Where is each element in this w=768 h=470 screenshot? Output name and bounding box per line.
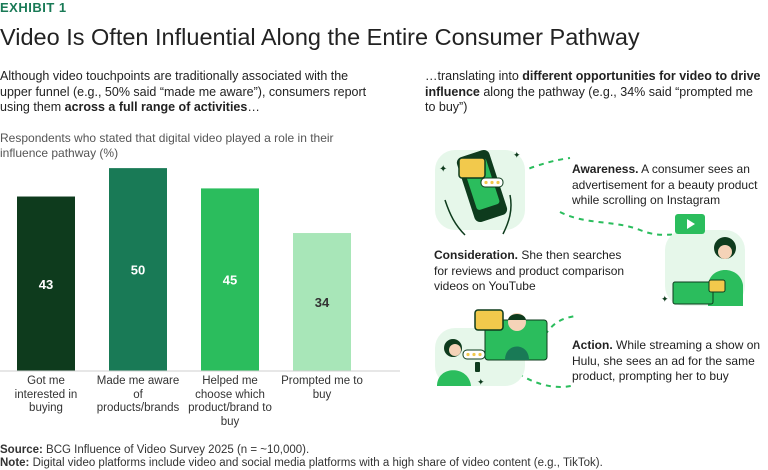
bar-value-label-4: 34 [315,295,330,310]
laptop-scene-icon: ✦ [661,214,745,306]
category-label-3: Helped me choose which product/brand to … [188,375,272,428]
left-intro-part2: … [247,100,260,114]
left-intro-text: Although video touchpoints are tradition… [0,69,380,116]
bar-chart: 43 50 45 34 [0,168,400,372]
path-action-upper [544,315,576,336]
left-intro-part1: Although video touchpoints are tradition… [0,69,367,114]
path-awareness [519,157,571,173]
page-title: Video Is Often Influential Along the Ent… [0,24,640,50]
step-action: Action. While streaming a show on Hulu, … [572,338,768,385]
svg-text:✦: ✦ [477,378,485,388]
step-awareness-text: A consumer sees an advertisement for a b… [572,162,758,207]
svg-text:✦: ✦ [439,164,447,175]
left-intro-bold: across a full range of activities [64,100,248,114]
bar-4 [293,233,351,371]
note-label: Note: [0,457,30,469]
step-action-title: Action. [572,338,613,352]
category-label-2: Made me aware of products/brands [96,375,180,414]
bars-group: 43 50 45 34 [17,168,351,371]
chart-subtitle: Respondents who stated that digital vide… [0,131,334,160]
step-consideration: Consideration. She then searches for rev… [434,248,634,295]
footer-source: Source: BCG Influence of Video Survey 20… [0,444,309,456]
bar-value-label-1: 43 [39,277,53,292]
bar-value-label-2: 50 [131,263,145,278]
right-intro-part2: along the pathway (e.g., 34% said “promp… [425,84,753,115]
source-label: Source: [0,444,43,456]
category-label-1: Got me interested in buying [14,375,78,414]
step-awareness-title: Awareness. [572,162,639,176]
exhibit-label: EXHIBIT 1 [0,0,67,15]
step-consideration-text: She then searches for reviews and produc… [434,248,625,293]
svg-text:✦: ✦ [513,151,521,161]
footer-note: Note: Digital video platforms include vi… [0,457,603,469]
bar-value-label-3: 45 [223,273,237,288]
right-intro-part1: …translating into [425,69,523,83]
category-label-4: Prompted me to buy [281,375,363,401]
bar-3 [201,188,259,371]
path-consideration [559,211,688,239]
phone-scene-icon: ✦ ✦ [435,149,525,236]
tv-scene-icon: ✦ [435,309,548,388]
right-intro-text: …translating into different opportunitie… [425,69,765,116]
step-awareness: Awareness. A consumer sees an advertisem… [572,162,768,209]
consumer-pathway-illustration: ✦ ✦ ✦ ✦ [435,149,745,388]
bar-1 [17,196,75,371]
step-consideration-title: Consideration. [434,248,519,262]
right-intro-bold: different opportunities for video to dri… [425,69,761,99]
step-action-text: While streaming a show on Hulu, she sees… [572,338,761,383]
note-text: Digital video platforms include video an… [29,457,603,469]
bar-2 [109,168,167,371]
source-text: BCG Influence of Video Survey 2025 (n = … [42,444,310,456]
svg-text:✦: ✦ [661,295,669,305]
